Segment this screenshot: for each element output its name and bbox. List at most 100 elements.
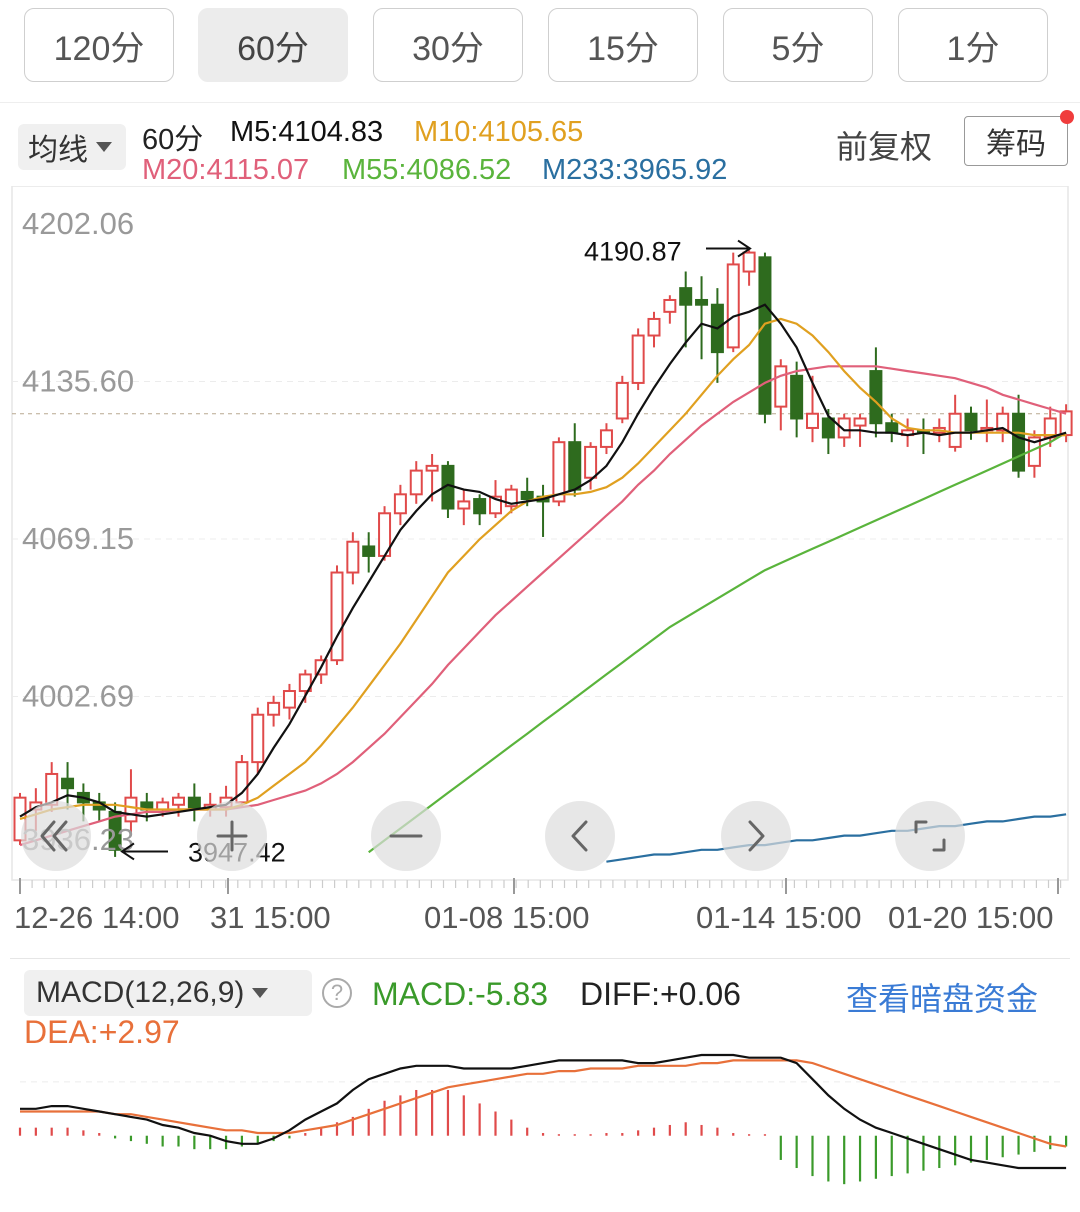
candle-down <box>821 417 835 439</box>
candle-up <box>996 412 1010 432</box>
candle-up <box>172 796 185 806</box>
tab-5min[interactable]: 5分 <box>723 8 873 82</box>
y-tick-label: 4135.60 <box>22 364 134 399</box>
candle-down <box>1012 412 1026 472</box>
candle-down <box>568 441 582 491</box>
y-tick-label: 4002.69 <box>22 678 134 713</box>
ma10-value: M10:4105.65 <box>414 116 584 148</box>
ma233-line <box>606 813 1067 863</box>
candle-up <box>806 412 819 429</box>
adjust-mode-button[interactable]: 前复权 <box>836 129 933 165</box>
ma-type-dropdown[interactable]: 均线 <box>18 124 126 170</box>
chevron-stroke <box>748 820 765 852</box>
candle-up <box>1059 410 1073 437</box>
plus-icon[interactable] <box>197 801 267 871</box>
chevron-stroke <box>52 820 68 852</box>
time-label-3: 01-08 15:00 <box>424 900 590 935</box>
y-tick-label: 4202.06 <box>22 206 134 241</box>
corner-stroke <box>914 820 928 834</box>
chevron-left-icon[interactable] <box>545 801 615 871</box>
fullscreen-icon[interactable] <box>895 801 965 871</box>
ma5-value: M5:4104.83 <box>230 116 384 148</box>
time-label-4: 01-14 15:00 <box>696 900 862 935</box>
candle-down <box>473 498 487 515</box>
chevron-right-icon[interactable] <box>721 801 791 871</box>
high-arrow-head <box>737 239 752 258</box>
period-label: 60分 <box>142 124 204 156</box>
macd-value: MACD:-5.83 <box>372 976 549 1012</box>
indicator-dropdown[interactable]: MACD(12,26,9) <box>24 970 312 1016</box>
dark-pool-funds-link[interactable]: 查看暗盘资金 <box>846 981 1039 1017</box>
chips-button[interactable]: 筹码 <box>964 116 1068 166</box>
double-chevron-left-icon[interactable] <box>21 801 91 871</box>
chevron-stroke <box>571 820 588 852</box>
candle-down <box>695 298 709 306</box>
tab-15min[interactable]: 15分 <box>548 8 698 82</box>
time-label-1: 12-26 14:00 <box>14 900 180 935</box>
candle-up <box>409 469 423 496</box>
macd-panel <box>10 958 1070 1209</box>
candle-up <box>393 493 407 515</box>
ma5-line <box>19 303 1067 818</box>
candle-down <box>790 374 804 420</box>
candle-up <box>298 673 312 693</box>
ma10-line <box>19 317 1067 821</box>
tab-120min[interactable]: 120分 <box>24 8 174 82</box>
candle-up <box>457 500 471 510</box>
tab-30min[interactable]: 30分 <box>373 8 523 82</box>
candle-up <box>742 251 756 273</box>
low-arrow-head <box>120 842 135 861</box>
candle-up <box>504 488 518 508</box>
candle-up <box>663 298 677 313</box>
caret-down-icon <box>96 142 112 152</box>
control-circle <box>545 801 615 871</box>
candle-up <box>948 412 962 448</box>
candle-up <box>346 540 360 574</box>
chevron-stroke <box>40 820 56 852</box>
tab-1min[interactable]: 1分 <box>898 8 1048 82</box>
candle-down <box>187 796 201 811</box>
ma20-value: M20:4115.07 <box>142 154 310 186</box>
control-circle <box>895 801 965 871</box>
candle-up <box>425 464 439 472</box>
candle-up <box>489 495 502 515</box>
notification-dot <box>1060 110 1074 124</box>
candle-up <box>647 317 661 337</box>
caret-down-icon <box>252 988 269 998</box>
candle-up <box>726 263 740 349</box>
corner-stroke <box>932 838 946 852</box>
candle-up <box>235 761 249 804</box>
tab-60min[interactable]: 60分 <box>198 8 348 82</box>
ma20-line <box>19 365 1067 847</box>
candle-up <box>267 701 281 716</box>
candle-up <box>552 441 566 503</box>
period-tabs: 120分 60分 30分 15分 5分 1分 <box>0 0 1080 103</box>
candle-up <box>631 334 645 384</box>
candle-up <box>584 445 598 479</box>
candle-down <box>679 287 693 306</box>
candle-down <box>758 256 772 415</box>
chart-frame <box>11 186 1069 881</box>
control-circle <box>21 801 91 871</box>
candle-up <box>837 417 851 439</box>
y-tick-label: 4069.15 <box>22 521 134 556</box>
minus-icon[interactable] <box>371 801 441 871</box>
dea-value: DEA:+2.97 <box>24 1014 180 1050</box>
candle-up <box>853 417 867 427</box>
candle-down <box>964 412 978 432</box>
indicator-label: MACD(12,26,9) <box>36 976 245 1009</box>
candle-up <box>774 365 788 408</box>
dea-line <box>20 1059 1067 1148</box>
macd-chart <box>18 1053 1068 1185</box>
candle-up <box>251 713 265 764</box>
candle-up <box>282 690 296 709</box>
candle-up <box>599 429 613 448</box>
help-icon[interactable]: ? <box>322 978 352 1008</box>
ma-type-label: 均线 <box>28 134 88 167</box>
candle-down <box>885 422 899 434</box>
candle-up <box>330 571 344 662</box>
high-price-label: 4190.87 <box>584 237 682 267</box>
candle-up <box>124 796 138 823</box>
time-label-5: 01-20 15:00 <box>888 900 1054 935</box>
